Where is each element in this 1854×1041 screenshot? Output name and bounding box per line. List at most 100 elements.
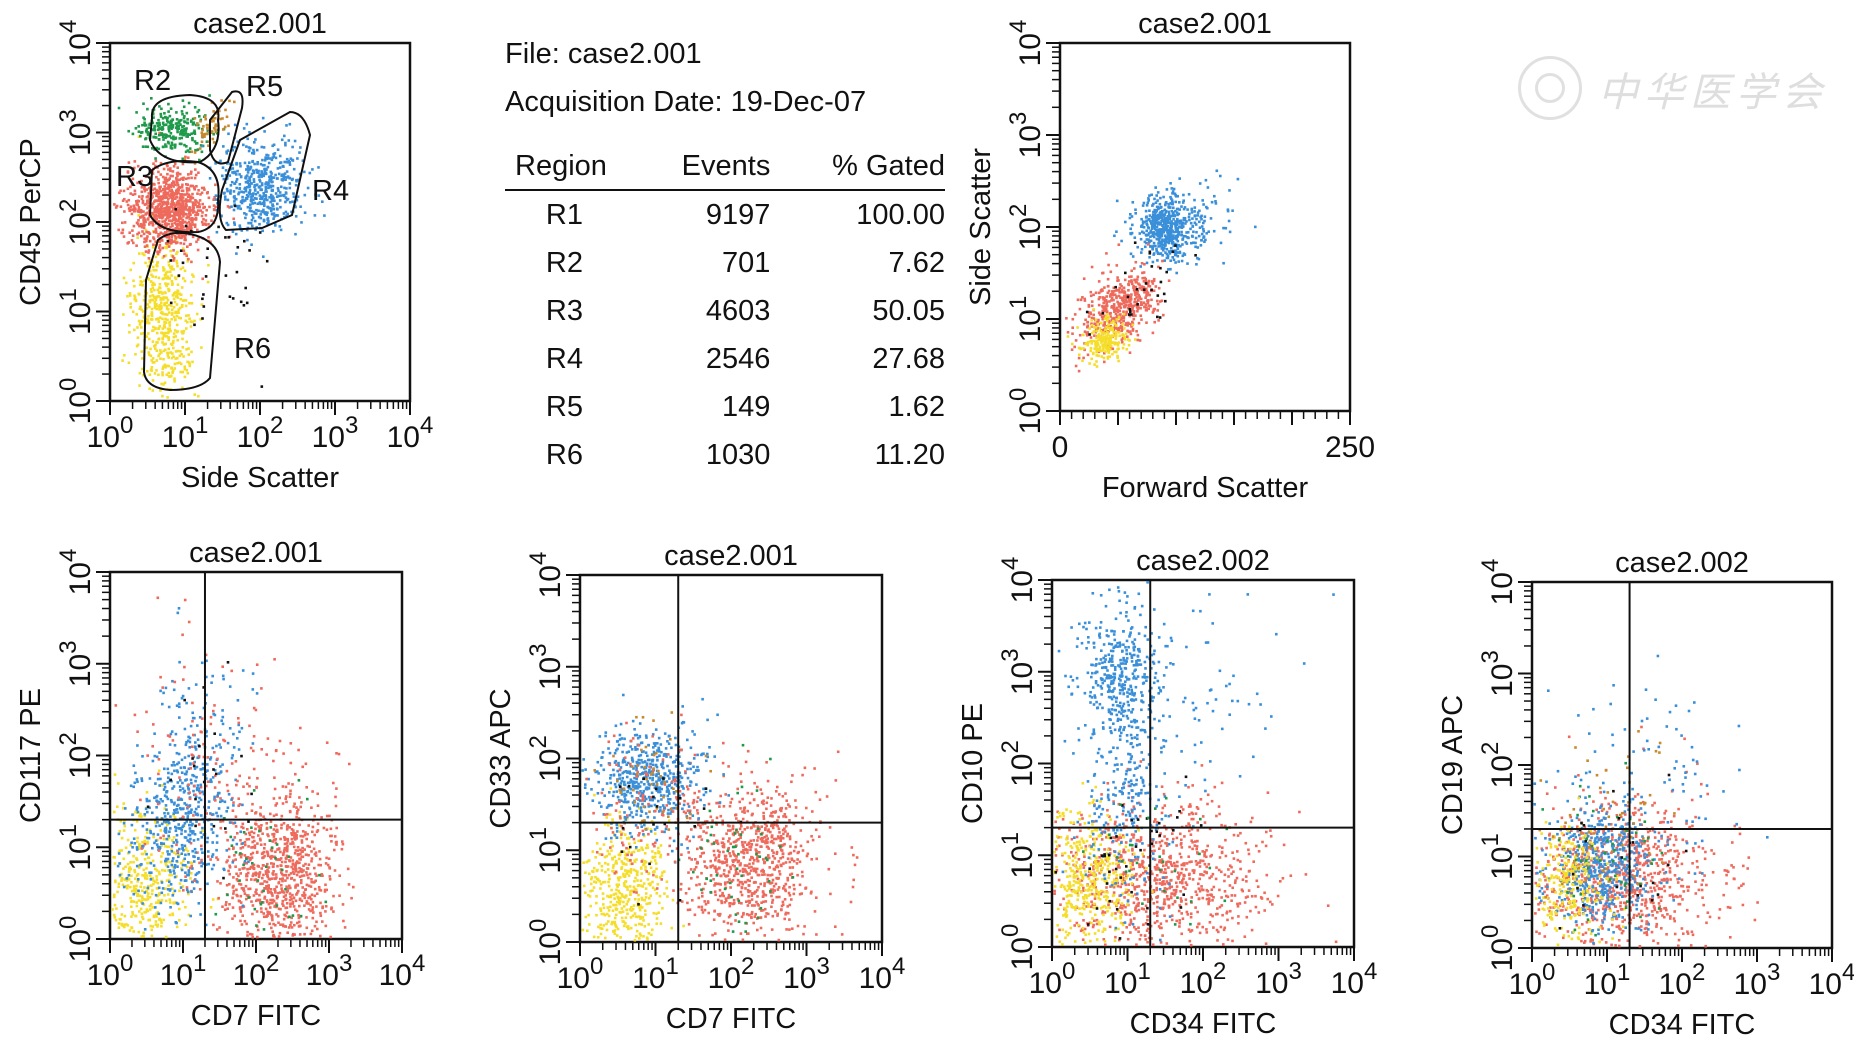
event-dot: [180, 268, 183, 271]
event-dot: [152, 243, 155, 246]
event-dot: [192, 123, 195, 126]
event-dot: [157, 171, 160, 174]
event-dot: [348, 763, 351, 766]
event-dot: [170, 366, 173, 369]
event-dot: [169, 324, 172, 327]
event-dot: [1150, 194, 1153, 197]
event-dot: [1227, 210, 1230, 213]
event-dot: [154, 125, 157, 128]
event-dot: [156, 359, 159, 362]
event-dot: [143, 241, 146, 244]
event-dot: [116, 891, 119, 894]
event-dot: [130, 926, 133, 929]
event-dot: [1132, 285, 1135, 288]
event-dot: [1142, 286, 1145, 289]
event-dot: [1139, 265, 1142, 268]
event-dot: [184, 368, 187, 371]
event-dot: [160, 829, 163, 832]
event-dot: [131, 229, 134, 232]
event-dot: [329, 835, 332, 838]
event-dot: [1082, 334, 1085, 337]
event-dot: [145, 867, 148, 870]
event-dot: [271, 204, 274, 207]
event-dot: [132, 855, 135, 858]
event-dot: [1206, 207, 1209, 210]
event-dot: [157, 178, 160, 181]
event-dot: [1107, 285, 1110, 288]
event-dot: [1160, 252, 1163, 255]
event-dot: [1090, 295, 1093, 298]
event-dot: [1175, 272, 1178, 275]
event-dot: [270, 172, 273, 175]
region-r6-label: R6: [234, 333, 271, 365]
event-dot: [132, 311, 135, 314]
event-dot: [158, 188, 161, 191]
event-dot: [1122, 334, 1125, 337]
event-dot: [303, 171, 306, 174]
event-dot: [1116, 200, 1119, 203]
event-dot: [254, 188, 257, 191]
event-dot: [122, 229, 125, 232]
event-dot: [1107, 264, 1110, 267]
event-dot: [152, 294, 155, 297]
event-dot: [249, 867, 252, 870]
event-dot: [1125, 303, 1128, 306]
event-dot: [1145, 282, 1148, 285]
event-dot: [289, 811, 292, 814]
event-dot: [164, 207, 167, 210]
event-dot: [194, 168, 197, 171]
event-dot: [1204, 215, 1207, 218]
y-tick-label: 100: [55, 916, 97, 963]
event-dot: [253, 178, 256, 181]
event-dot: [163, 325, 166, 328]
event-dot: [199, 147, 202, 150]
event-dot: [1203, 220, 1206, 223]
event-dot: [273, 797, 276, 800]
event-dot: [172, 195, 175, 198]
event-dot: [309, 873, 312, 876]
event-dot: [141, 899, 144, 902]
event-dot: [161, 220, 164, 223]
event-dot: [1195, 218, 1198, 221]
event-dot: [137, 200, 140, 203]
event-dot: [1142, 204, 1145, 207]
event-dot: [319, 864, 322, 867]
event-dot: [239, 187, 242, 190]
event-dot: [282, 165, 285, 168]
event-dot: [1168, 279, 1171, 282]
event-dot: [1125, 333, 1128, 336]
event-dot: [172, 170, 175, 173]
event-dot: [317, 823, 320, 826]
event-dot: [1149, 245, 1152, 248]
event-dot: [1129, 308, 1132, 311]
event-dot: [245, 197, 248, 200]
event-dot: [352, 886, 355, 889]
event-dot: [194, 117, 197, 120]
event-dot: [139, 276, 142, 279]
event-dot: [167, 214, 170, 217]
event-dot: [132, 930, 135, 933]
event-dot: [194, 214, 197, 217]
event-dot: [171, 282, 174, 285]
event-dot: [245, 898, 248, 901]
event-dot: [141, 890, 144, 893]
event-dot: [1170, 215, 1173, 218]
event-dot: [226, 188, 229, 191]
event-dot: [189, 243, 192, 246]
event-dot: [1202, 228, 1205, 231]
event-dot: [315, 854, 318, 857]
event-dot: [196, 123, 199, 126]
event-dot: [169, 901, 172, 904]
event-dot: [170, 874, 173, 877]
event-dot: [274, 891, 277, 894]
event-dot: [136, 841, 139, 844]
event-dot: [253, 868, 256, 871]
event-dot: [155, 256, 158, 259]
event-dot: [237, 207, 240, 210]
event-dot: [1174, 215, 1177, 218]
plot-title: case2.001: [193, 8, 327, 40]
event-dot: [199, 120, 202, 123]
event-dot: [161, 395, 164, 398]
event-dot: [163, 894, 166, 897]
event-dot: [128, 331, 131, 334]
